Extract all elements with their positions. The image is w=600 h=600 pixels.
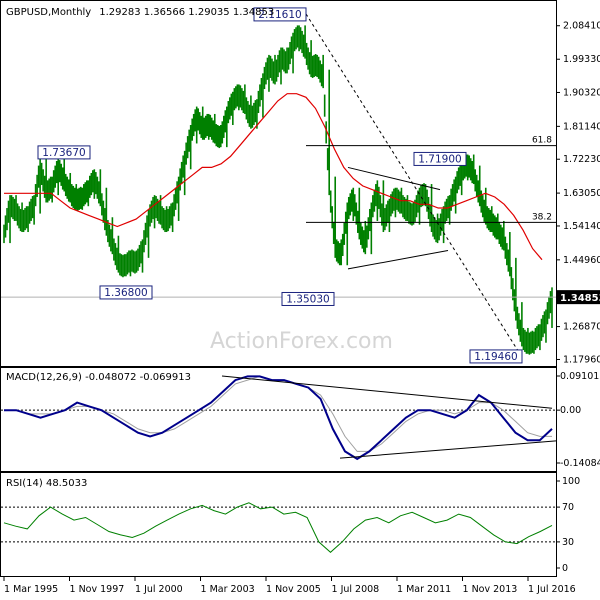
price-plot: 61.8 38.2 2.11610 1.73670 1.36800 1.35030 1.71… [1,7,556,364]
triangle-lower-line [347,249,449,270]
price-tick-label: 1.81140 [563,121,600,132]
annotation-box [253,7,307,22]
rsi-line [3,502,553,553]
price-tick-label: 1.90320 [563,87,600,98]
x-tick-label: 1 Mar 2011 [397,584,451,595]
x-tick-label: 1 Mar 1995 [4,584,58,595]
rsi-tick-label: 0 [562,563,568,574]
macd-tick-label: 0.091015 [560,371,600,382]
annotation-label: 2.11610 [258,9,301,21]
annotation-label: 1.71900 [418,153,461,165]
price-tick-label: 1.99330 [563,54,600,65]
macd-header: MACD(12,26,9) -0.048072 -0.069913 [6,372,191,383]
rsi-tick-label: 70 [562,502,574,513]
macd-tick-label: 0.00 [560,405,581,416]
annotation-label: 1.73670 [42,147,85,159]
macd-tick-label: -0.140843 [560,458,600,469]
last-price-label: 1.34853 [560,293,600,304]
x-tick-label: 1 Nov 1997 [70,584,125,595]
triangle-upper-line [347,166,441,191]
axes: 2.08410 1.99330 1.90320 1.81140 1.72230 1.630… [3,21,600,595]
x-tick-label: 1 Mar 2003 [201,584,255,595]
rsi-header: RSI(14) 48.5033 [6,478,87,489]
symbol-label: GBPUSD,Monthly [6,7,91,18]
macd-line [4,375,553,461]
watermark-text: ActionForex.com [210,329,393,354]
x-tick-label: 1 Nov 2013 [463,584,518,595]
moving-average-line [4,93,543,261]
price-tick-label: 1.26870 [563,322,600,333]
x-tick-label: 1 Jul 2008 [332,584,380,595]
annotation-label: 1.19460 [474,351,517,363]
annotation-label: 1.35030 [286,293,329,305]
macd-upper-trendline [221,375,553,409]
price-tick-label: 1.63050 [563,188,600,199]
rsi-panel-frame [0,472,557,577]
ohlc-values: 1.29283 1.36566 1.29035 1.34853 [99,7,274,18]
fib-level-label: 38.2 [532,212,552,222]
annotation-label: 1.36800 [104,287,147,299]
price-header: GBPUSD,Monthly 1.29283 1.36566 1.29035 1.… [6,7,274,18]
rsi-tick-label: 30 [562,537,574,548]
price-tick-label: 2.08410 [563,21,600,32]
price-tick-label: 1.54140 [563,221,600,232]
price-tick-label: 1.72230 [563,154,600,165]
macd-lower-trendline [339,440,557,459]
annotation-box [413,151,467,166]
macd-plot [1,375,557,461]
price-tick-label: 1.44960 [563,255,600,266]
rsi-plot [1,502,556,553]
annotation-box [99,285,153,300]
last-price-badge [557,290,600,305]
rsi-tick-label: 100 [562,476,580,487]
x-tick-label: 1 Nov 2005 [266,584,321,595]
dashed-trendline [305,13,521,355]
fib-level-label: 61.8 [532,136,552,146]
price-tick-label: 1.17960 [563,354,600,365]
macd-panel-frame [0,367,557,472]
annotation-box [469,349,523,364]
annotation-box [37,145,91,160]
x-tick-label: 1 Jul 2000 [135,584,183,595]
x-tick-label: 1 Jul 2016 [528,584,576,595]
annotation-box [281,291,335,306]
